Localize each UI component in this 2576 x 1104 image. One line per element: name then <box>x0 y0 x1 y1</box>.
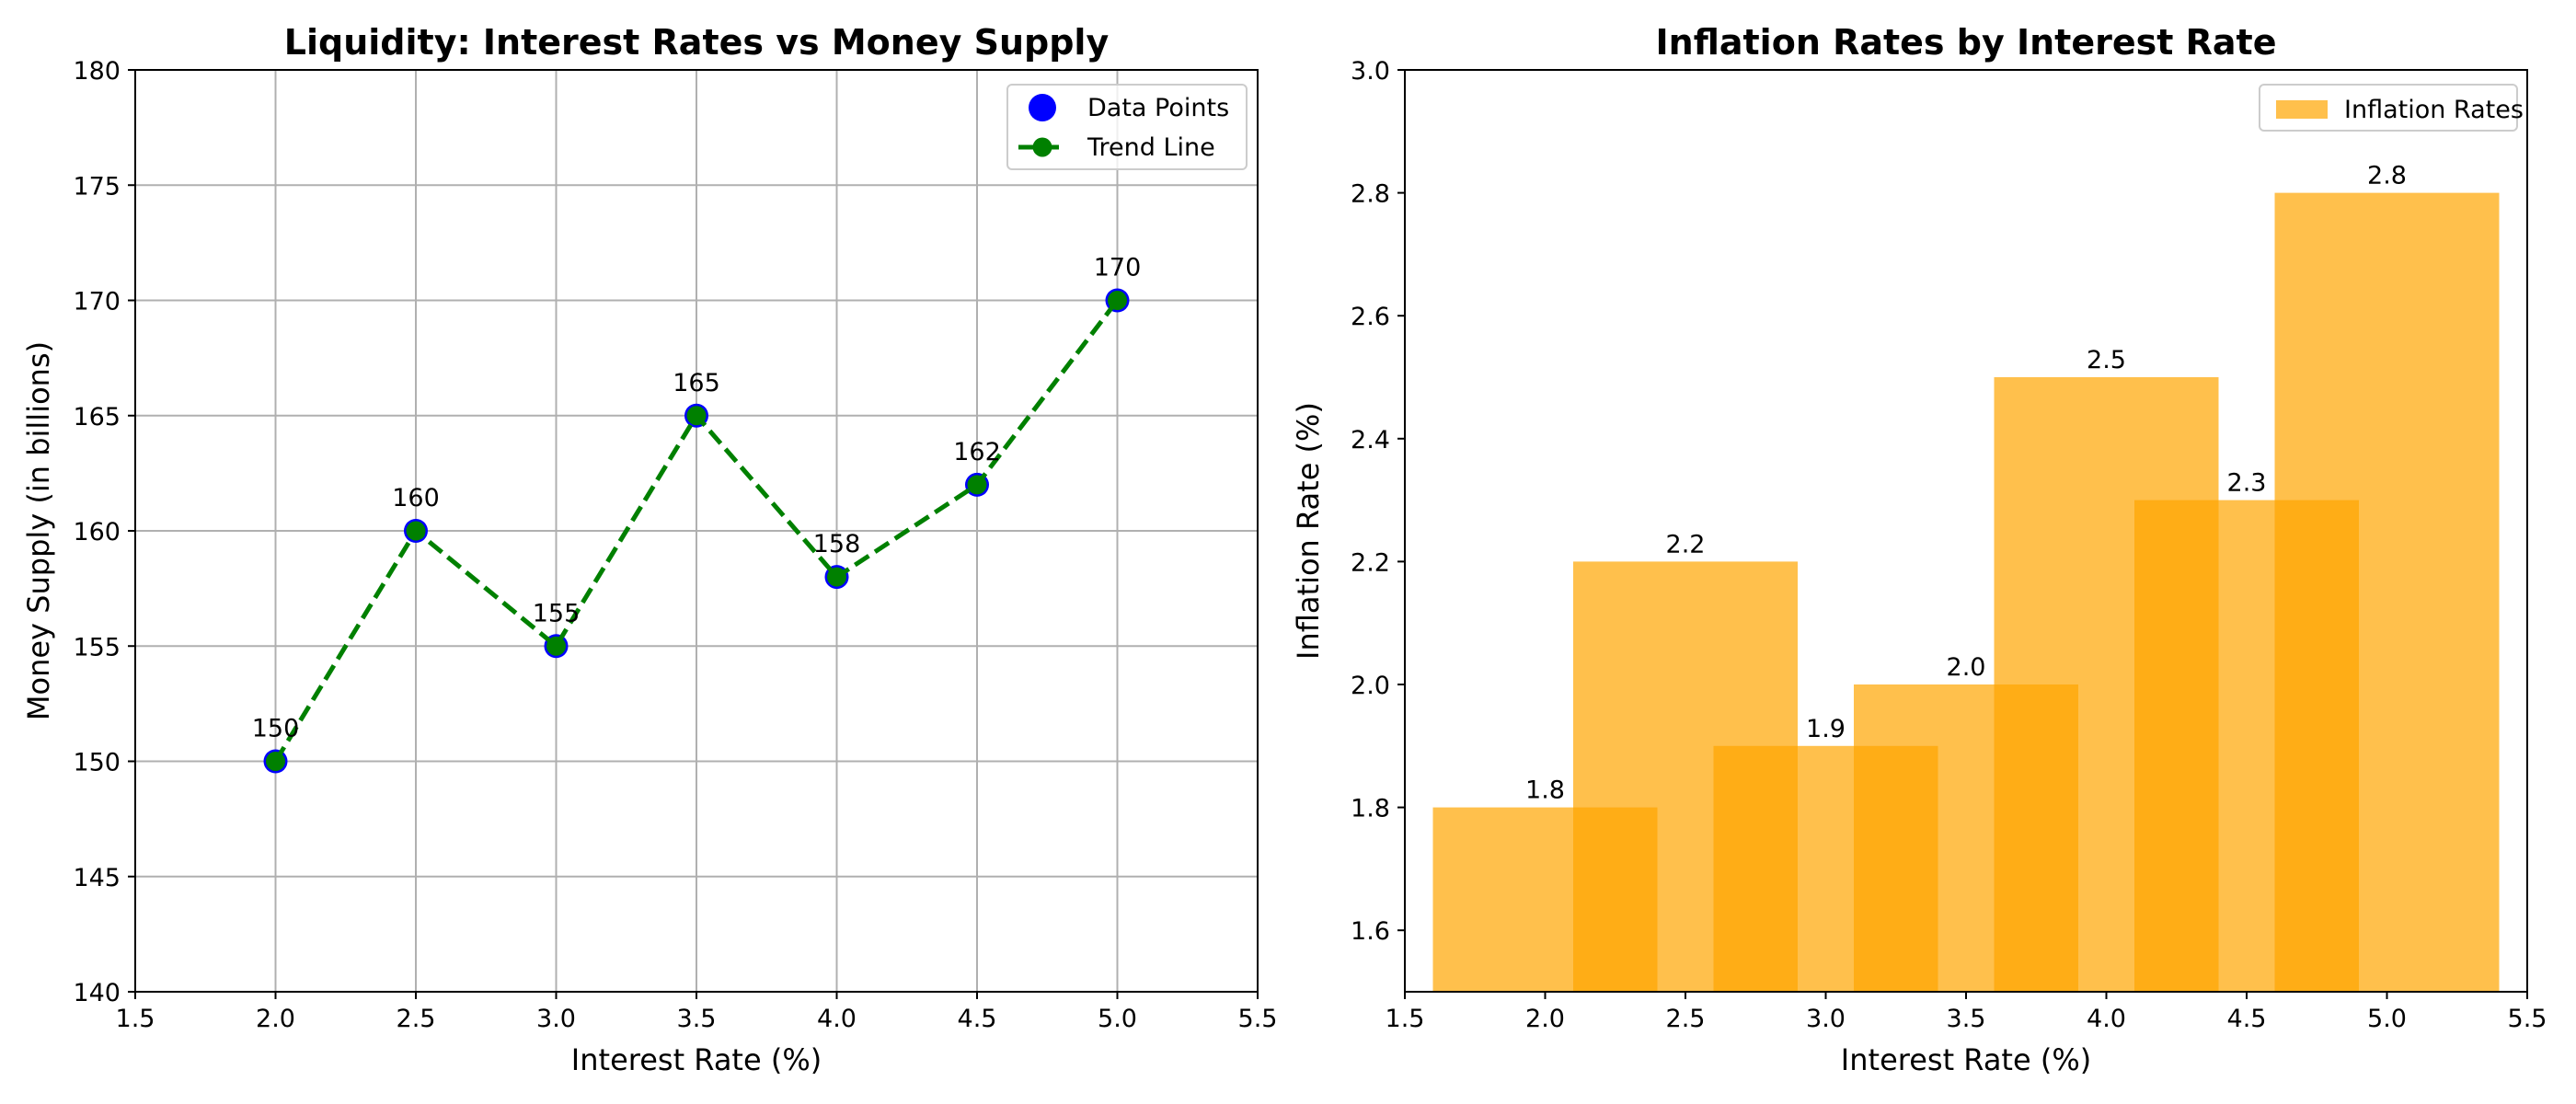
data-label: 2.2 <box>1666 530 1706 558</box>
y-tick-label: 2.0 <box>1351 672 1390 700</box>
x-tick-label: 5.0 <box>1098 1005 1137 1033</box>
data-label: 2.3 <box>2227 469 2267 498</box>
data-label: 2.0 <box>1947 653 1986 682</box>
data-label: 1.9 <box>1806 715 1846 743</box>
grid <box>134 69 1259 993</box>
data-label: 158 <box>813 530 861 558</box>
data-label: 155 <box>533 599 581 627</box>
x-tick-label: 5.0 <box>2367 1005 2407 1033</box>
legend: Data Points Trend Line <box>1006 84 1248 170</box>
data-label: 2.8 <box>2367 162 2407 190</box>
trend-marker <box>266 752 285 771</box>
y-tick-label: 170 <box>73 288 121 316</box>
y-tick-label: 2.8 <box>1351 180 1390 209</box>
bars: 1.8 2.2 1.9 2.0 2.5 2.3 2.8 <box>1432 162 2500 993</box>
legend-swatch-marker <box>1032 137 1052 157</box>
chart-title: Inflation Rates by Interest Rate <box>1656 22 2277 63</box>
y-tick-label: 180 <box>73 57 121 86</box>
data-label: 2.5 <box>2087 346 2126 374</box>
y-axis-label: Inflation Rate (%) <box>1291 402 1326 660</box>
trend-marker <box>406 521 426 541</box>
data-label: 1.8 <box>1525 776 1565 805</box>
y-tick-label: 145 <box>73 864 121 892</box>
legend: Inflation Rates <box>2259 84 2524 132</box>
data-label: 160 <box>392 484 440 512</box>
x-tick-label: 3.0 <box>1806 1005 1846 1033</box>
data-label: 170 <box>1094 254 1142 282</box>
chart-title: Liquidity: Interest Rates vs Money Suppl… <box>284 22 1110 63</box>
x-tick-label: 2.0 <box>1525 1005 1565 1033</box>
legend-label: Data Points <box>1087 94 1229 122</box>
y-tick-label: 155 <box>73 633 121 661</box>
trend-marker <box>827 567 846 587</box>
legend-label: Inflation Rates <box>2344 96 2524 124</box>
x-tick-label: 2.5 <box>1666 1005 1706 1033</box>
chart-panel-2: Inflation Rates by Interest Rate1.82.21.… <box>1291 22 2547 1077</box>
x-tick-label: 5.5 <box>2508 1005 2547 1033</box>
chart-panel-1: Liquidity: Interest Rates vs Money Suppl… <box>21 22 1277 1077</box>
x-tick-label: 4.5 <box>2227 1005 2267 1033</box>
x-tick-label: 4.5 <box>958 1005 997 1033</box>
y-tick-label: 175 <box>73 172 121 201</box>
trend-marker <box>1108 291 1127 310</box>
y-tick-label: 2.6 <box>1351 303 1390 331</box>
y-tick-label: 1.8 <box>1351 795 1390 823</box>
legend-swatch-scatter <box>1029 94 1056 121</box>
y-tick-label: 1.6 <box>1351 917 1390 946</box>
y-tick-label: 160 <box>73 518 121 546</box>
data-label: 150 <box>252 715 300 743</box>
trend-marker <box>686 406 707 426</box>
x-tick-label: 1.5 <box>1386 1005 1425 1033</box>
x-axis-label: Interest Rate (%) <box>571 1042 822 1077</box>
bar <box>2274 192 2500 993</box>
x-tick-label: 2.0 <box>256 1005 295 1033</box>
x-tick-label: 3.5 <box>1947 1005 1986 1033</box>
x-tick-label: 2.5 <box>397 1005 436 1033</box>
data-label: 165 <box>673 369 720 397</box>
trend-marker <box>546 636 566 656</box>
x-tick-label: 3.0 <box>536 1005 576 1033</box>
y-tick-label: 165 <box>73 403 121 431</box>
legend-box <box>1006 84 1248 170</box>
x-tick-label: 3.5 <box>677 1005 717 1033</box>
x-tick-label: 5.5 <box>1238 1005 1278 1033</box>
x-tick-label: 4.0 <box>2087 1005 2126 1033</box>
y-tick-label: 2.4 <box>1351 426 1390 454</box>
x-axis-label: Interest Rate (%) <box>1841 1042 2091 1077</box>
x-tick-label: 1.5 <box>116 1005 155 1033</box>
y-tick-label: 3.0 <box>1351 57 1390 86</box>
y-tick-label: 150 <box>73 749 121 777</box>
x-tick-label: 4.0 <box>817 1005 857 1033</box>
y-tick-label: 140 <box>73 979 121 1007</box>
data-label: 162 <box>953 438 1001 466</box>
legend-label: Trend Line <box>1087 133 1215 162</box>
y-axis-label: Money Supply (in billions) <box>21 341 56 720</box>
legend-box <box>2259 84 2518 132</box>
series-marks: 150 160 155 165 158 162 170 <box>252 254 1142 774</box>
trend-marker <box>967 475 987 495</box>
y-tick-label: 2.2 <box>1351 548 1390 577</box>
legend-swatch <box>2276 100 2328 119</box>
